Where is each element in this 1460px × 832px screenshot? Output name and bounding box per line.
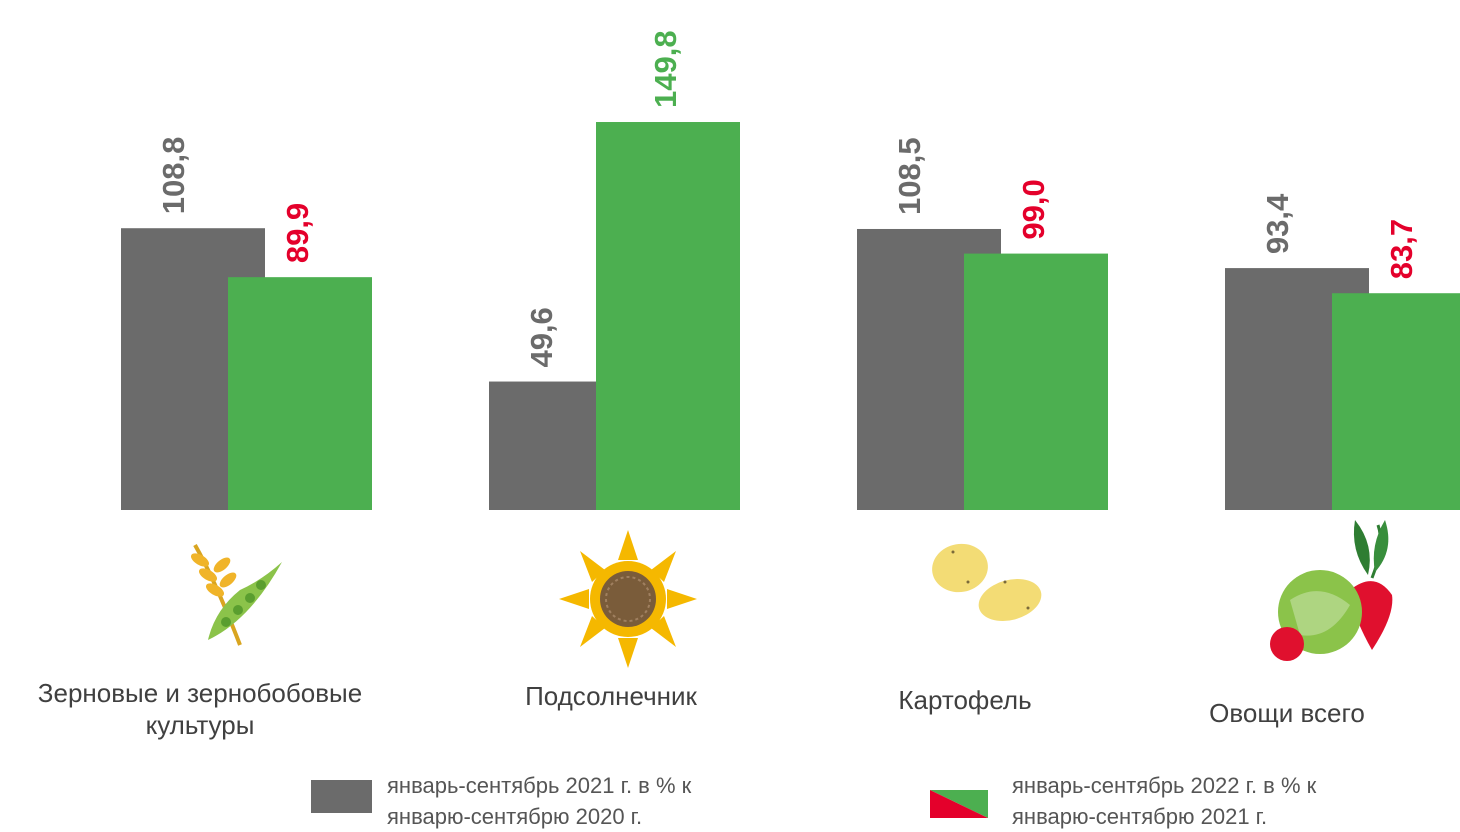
bar [964, 254, 1108, 510]
value-label: 83,7 [1384, 219, 1419, 279]
value-label: 93,4 [1260, 193, 1295, 254]
value-label: 49,6 [524, 307, 559, 367]
value-label: 108,5 [892, 137, 927, 215]
icon-potatoes [928, 540, 1046, 628]
value-label: 149,8 [648, 30, 683, 108]
value-label: 99,0 [1016, 179, 1051, 239]
bar [1332, 293, 1460, 510]
legend-swatch [311, 780, 372, 813]
category-label: Зерновые и зернобобовые культуры [10, 677, 390, 741]
value-label: 108,8 [156, 137, 191, 215]
category-label: Подсолнечник [421, 680, 801, 712]
bar [228, 277, 372, 510]
page: {"chart_data": {"type": "bar", "categori… [0, 0, 1460, 831]
legend-label: январь-сентябрь 2022 г. в % к январю-сен… [1012, 770, 1377, 832]
value-label: 89,9 [280, 203, 315, 263]
icon-vegetables [1270, 520, 1392, 661]
icon-grain [189, 545, 282, 645]
category-label: Овощи всего [1097, 697, 1460, 729]
bars [121, 122, 1460, 510]
icon-sunflower [559, 530, 697, 668]
bar [596, 122, 740, 510]
legend-label: январь-сентябрь 2021 г. в % к январю-сен… [387, 770, 752, 832]
